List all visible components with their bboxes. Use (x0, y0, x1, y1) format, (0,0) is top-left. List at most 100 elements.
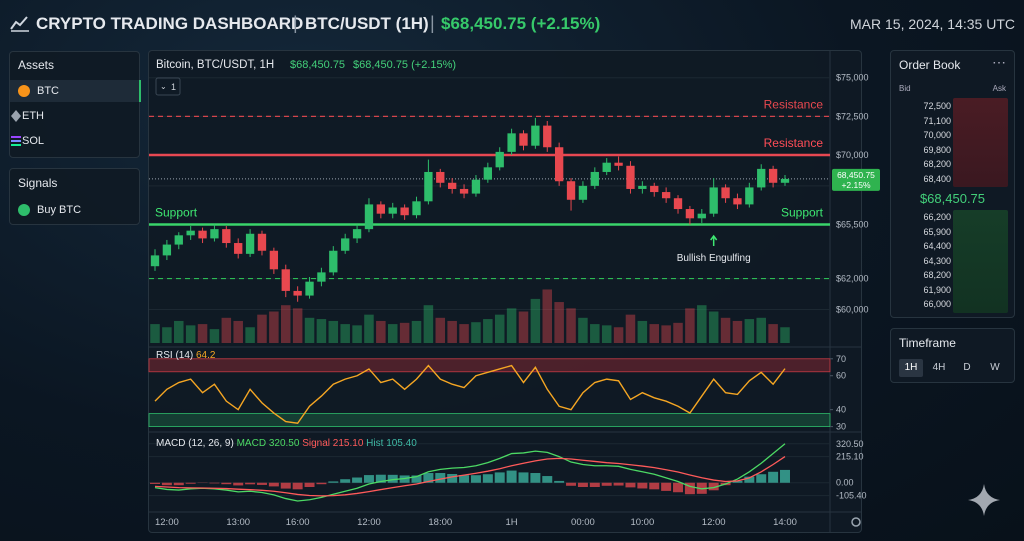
settings-icon[interactable] (851, 517, 861, 527)
candle-body (424, 171, 433, 202)
volume-bar (364, 314, 374, 343)
header-pair: BTC/USDT (1H) (305, 14, 429, 33)
volume-bar (162, 327, 172, 343)
volume-bar (649, 324, 659, 343)
bid-label: Bid (899, 84, 911, 93)
candle-body (174, 235, 183, 245)
candle-body (590, 171, 599, 186)
volume-bar (637, 320, 648, 343)
volume-bar (352, 325, 362, 343)
header-separator: | (293, 13, 298, 33)
asset-item[interactable]: ETH (10, 105, 139, 127)
asset-label: ETH (22, 110, 44, 122)
histogram-bar (387, 474, 398, 483)
histogram-bar (435, 473, 446, 483)
candle-body (554, 147, 564, 182)
asset-item[interactable]: SOL (10, 130, 139, 152)
volume-bar (387, 324, 398, 343)
volume-bar (316, 319, 327, 343)
macd-params: MACD (12, 26, 9) (156, 438, 234, 449)
timeframe-button[interactable]: 1H (899, 359, 923, 377)
volume-bar (233, 320, 243, 343)
histogram-bar (768, 471, 779, 483)
chart: $75,000$72,500$70,000$68,000$65,500$62,0… (148, 50, 880, 533)
volume-bar (613, 327, 624, 343)
volume-bar (150, 324, 160, 343)
x-tick-label: 18:00 (428, 517, 452, 528)
histogram-bar (649, 482, 660, 490)
candle-body (376, 204, 386, 214)
histogram-bar (411, 475, 422, 483)
x-tick-label: 00:00 (571, 517, 595, 528)
signal-item[interactable]: Buy BTC (10, 199, 139, 221)
volume-bar (542, 289, 553, 343)
x-tick-label: 12:00 (702, 517, 726, 528)
candle-body (495, 151, 504, 168)
histogram-bar (161, 482, 172, 486)
y-tick-label: -105.40 (836, 491, 867, 501)
macd-line (154, 456, 786, 497)
histogram-bar (221, 482, 232, 485)
histogram-bar (518, 472, 529, 483)
x-tick-label: 12:00 (155, 517, 179, 528)
x-tick-label: 14:00 (773, 517, 797, 528)
signals-panel: Signals Buy BTC (9, 168, 140, 225)
histogram-bar (459, 475, 470, 483)
check-icon (18, 204, 30, 216)
candle-body (281, 269, 290, 291)
header-separator: | (430, 13, 435, 33)
histogram-bar (577, 482, 588, 488)
volume-bar (399, 322, 410, 343)
histogram-bar (292, 482, 303, 490)
btc-icon (18, 85, 30, 97)
candle-body (459, 188, 469, 194)
order-price: 69,800 (923, 144, 951, 155)
volume-bar (744, 319, 755, 343)
price-tag-change: +2.15% (841, 180, 871, 190)
volume-bar (494, 314, 505, 343)
candle-body (257, 233, 267, 251)
volume-bar (483, 319, 493, 343)
timeframe-button[interactable]: 4H (932, 362, 946, 373)
histogram-bar (173, 482, 184, 486)
volume-bar (673, 322, 683, 343)
x-tick-label: 13:00 (226, 517, 250, 528)
panel-title: Assets (18, 58, 55, 72)
histogram-bar (530, 473, 541, 483)
asset-item[interactable]: BTC (10, 80, 141, 102)
volume-bar (376, 320, 386, 343)
logo-line (10, 16, 28, 30)
histogram-bar (185, 482, 196, 484)
candle-body (400, 207, 409, 216)
legend-value: 320.50 (269, 438, 300, 449)
candle-body (436, 171, 445, 183)
timeframe-button[interactable]: D (963, 362, 971, 373)
candle-body (673, 198, 683, 210)
level-label: Support (781, 205, 824, 219)
histogram-bar (673, 482, 684, 493)
y-tick-label: 30 (836, 422, 846, 432)
volume-bar (221, 317, 232, 343)
volume-bar (292, 308, 303, 343)
order-price: 64,300 (923, 255, 951, 266)
timeframe-button[interactable]: W (990, 362, 1000, 373)
candle-body (745, 187, 754, 205)
histogram-bar (661, 482, 672, 491)
order-price: 61,900 (923, 284, 951, 295)
volume-bar (530, 298, 541, 343)
histogram-bar (268, 482, 279, 487)
order-price: 64,400 (923, 241, 951, 251)
histogram-bar (566, 482, 577, 486)
candle-body (150, 255, 160, 267)
candle-body (186, 230, 195, 236)
legend-name: Hist (366, 438, 383, 449)
order-price: 68,200 (923, 270, 951, 280)
y-tick-label: $72,500 (836, 111, 869, 121)
menu-icon[interactable]: ⋯ (992, 54, 1006, 70)
eth-shape (11, 110, 21, 122)
y-tick-label: 70 (836, 354, 846, 364)
volume-bar (685, 308, 695, 343)
histogram-bar (494, 472, 505, 483)
candle-body (412, 201, 421, 216)
volume-bar (708, 311, 719, 343)
